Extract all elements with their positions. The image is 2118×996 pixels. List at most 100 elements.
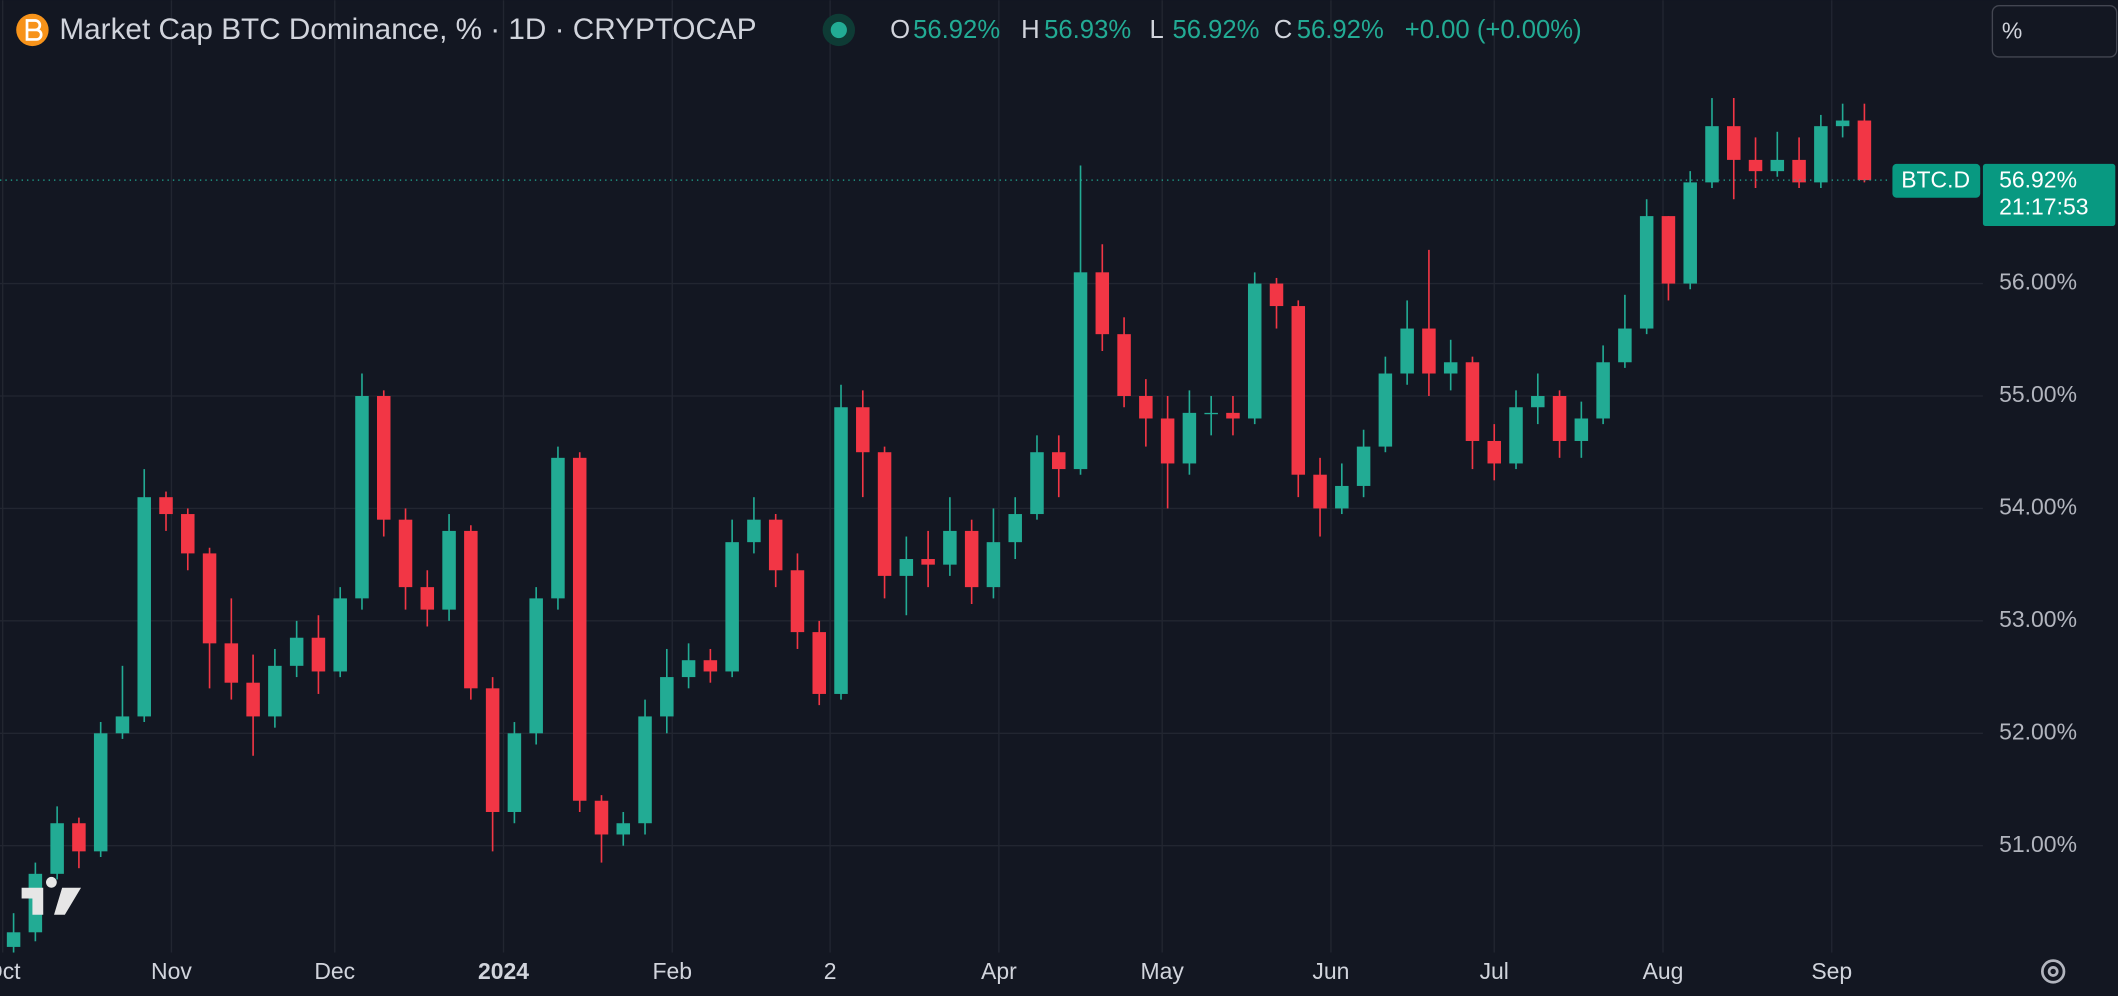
candle-body [1683,182,1697,284]
candle-body [1574,418,1589,441]
x-tick-label: Jun [1312,958,1349,984]
candle-body [1052,452,1066,470]
y-tick-label: 55.00% [1999,381,2077,407]
settings-button[interactable] [2041,959,2066,984]
candle-body [1443,362,1458,374]
legend-key: L [1150,16,1164,44]
candle-body [159,497,173,515]
legend-key: O [890,16,910,44]
x-tick-label: Dec [314,958,355,984]
candle-body [137,497,151,717]
candle-body [703,660,718,672]
candle-body [398,519,413,588]
candle-body [594,800,609,835]
candle-body [1226,412,1240,419]
candle-body [72,823,86,852]
ohlc-legend: O 56.92% H 56.93% L 56.92% C 56.92% [890,16,1384,44]
candle-body [877,452,892,576]
candle-body [1030,452,1044,515]
candle-body [834,407,848,694]
countdown-label: 21:17:53 [1999,194,2088,220]
candle-body [1531,395,1545,408]
y-tick-label: 52.00% [1999,718,2077,744]
candle-body [725,542,739,672]
candle-body [1160,418,1175,464]
candle-body [1247,283,1262,419]
legend-key: H [1021,16,1040,44]
symbol-label: BTC.D [1901,167,1970,193]
x-tick-label: Oct [0,958,21,984]
candle-body [681,660,696,678]
x-tick-label: Jul [1480,958,1509,984]
candle-body [572,457,587,801]
candle-body [268,665,282,717]
candle-body [943,530,957,565]
plot [6,98,1872,953]
candle-body [1727,126,1741,160]
x-tick-label: 2024 [478,958,529,984]
y-tick-label: 54.00% [1999,493,2077,519]
candle-body [1269,283,1284,307]
candle-body [1422,328,1436,374]
candle-body [289,637,304,666]
candle-body [1509,407,1523,464]
candle-body [1465,362,1480,441]
candle-body [551,457,565,599]
change-label: +0.00 (+0.00%) [1405,16,1582,44]
candle-body [1705,126,1719,183]
candle-body [1552,395,1567,441]
legend-value: 56.92% [1172,16,1259,44]
price-label: 56.92% [1999,167,2077,193]
candle-body [1117,334,1131,396]
candle-body [1095,272,1110,335]
candle-body [1748,159,1763,172]
legend-value: 56.93% [1044,16,1131,44]
scale-button[interactable] [1991,4,2118,58]
candle-body [6,932,21,947]
candle-body [1182,412,1197,464]
x-tick-label: Nov [151,958,192,984]
candle-body [616,823,631,835]
candle-body [442,530,456,610]
candle-body [50,823,64,874]
candle-body [899,559,914,576]
candle-body [660,677,674,717]
price-tag [1982,163,2116,227]
scale-button-label[interactable]: % [2002,18,2022,44]
candle-body [1487,440,1501,464]
candle-body [1073,272,1088,470]
candle-body [1857,120,1872,181]
candle-body [181,514,195,554]
status-dot [830,21,847,39]
candle-body [93,733,108,852]
candle-body [1618,328,1632,363]
candle-body [790,570,805,633]
candle-body [377,395,391,520]
candle-body [420,587,435,610]
candle-body [202,553,217,644]
grid [0,0,1983,953]
candle-body [311,637,326,672]
chart-title: Market Cap BTC Dominance, % · 1D · CRYPT… [59,13,756,46]
candle-body [1661,216,1676,284]
logo[interactable] [21,876,82,915]
candle-body [1770,159,1785,172]
symbol-tag [1892,163,1981,198]
x-tick-label: Feb [652,958,692,984]
candle-body [1400,328,1414,374]
candle-body [638,716,652,824]
x-tick-label: May [1140,958,1184,984]
candle-body [115,716,130,734]
candle-body [1596,362,1610,419]
candle-body [921,559,935,565]
legend-key: C [1274,16,1293,44]
candle-body [768,519,783,571]
candle-body [986,542,1001,588]
settings-button-center[interactable] [2047,966,2059,977]
candle-body [747,519,761,543]
candle-body [1814,126,1828,183]
candle-body [224,643,239,683]
